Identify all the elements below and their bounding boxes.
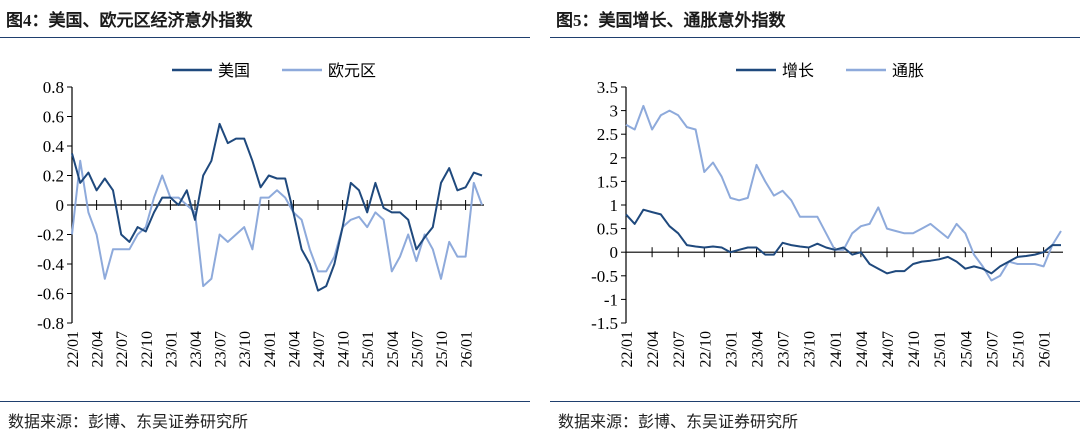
x-tick-label: 23/04 bbox=[188, 331, 205, 367]
x-tick-label: 23/10 bbox=[802, 331, 819, 367]
y-tick-label: 2.5 bbox=[597, 125, 618, 144]
legend-label: 通胀 bbox=[892, 62, 924, 80]
y-tick-label: -1 bbox=[604, 290, 618, 309]
title-rule bbox=[550, 37, 1080, 38]
x-tick-label: 25/10 bbox=[1011, 331, 1028, 367]
x-tick-label: 25/04 bbox=[385, 331, 402, 367]
y-tick-label: 3.5 bbox=[597, 78, 618, 97]
x-tick-label: 25/07 bbox=[409, 331, 426, 367]
x-tick-label: 23/01 bbox=[163, 331, 180, 367]
x-tick-label: 26/01 bbox=[459, 331, 476, 367]
x-tick-label: 25/10 bbox=[434, 331, 451, 367]
x-tick-label: 24/10 bbox=[906, 331, 923, 367]
series-line-0 bbox=[625, 208, 1061, 275]
x-tick-label: 24/07 bbox=[311, 331, 328, 367]
series-line-1 bbox=[71, 159, 483, 288]
y-tick-label: 0.5 bbox=[597, 220, 618, 239]
x-tick-label: 24/04 bbox=[854, 331, 871, 367]
x-tick-label: 23/04 bbox=[750, 331, 767, 367]
chart-panel-us-euro: 图4：美国、欧元区经济意外指数 -0.8 -0.6 -0.4 -0.2 0 0.2 0.4 0… bbox=[0, 0, 530, 438]
y-tick-label: -0.4 bbox=[37, 255, 64, 274]
chart-title: 图4：美国、欧元区经济意外指数 bbox=[6, 11, 253, 30]
series-line-1 bbox=[625, 104, 1062, 282]
y-tick-label: 1 bbox=[610, 196, 619, 215]
y-tick-label: 0 bbox=[610, 243, 619, 262]
chart-svg: -0.8 -0.6 -0.4 -0.2 0 0.2 0.4 0.6 0.8 22/01 22/04 2… bbox=[37, 62, 484, 367]
y-tick-label: -0.2 bbox=[37, 226, 64, 245]
x-tick-label: 22/10 bbox=[697, 331, 714, 367]
series-line-0 bbox=[71, 122, 483, 292]
y-tick-label: 0.4 bbox=[43, 137, 65, 156]
x-tick-label: 25/07 bbox=[984, 331, 1001, 367]
x-tick-label: 24/01 bbox=[828, 331, 845, 367]
y-tick-label: 1.5 bbox=[597, 172, 618, 191]
x-tick-label: 24/07 bbox=[880, 331, 897, 367]
x-tick-label: 24/04 bbox=[286, 331, 303, 367]
x-tick-label: 22/01 bbox=[65, 331, 82, 367]
source-note: 数据来源：彭博、东吴证券研究所 bbox=[8, 414, 249, 431]
source-rule bbox=[550, 401, 1080, 402]
x-tick-label: 22/01 bbox=[619, 331, 636, 367]
x-tick-label: 23/07 bbox=[776, 331, 793, 367]
y-tick-label: 0 bbox=[56, 196, 65, 215]
y-tick-label: -0.8 bbox=[37, 314, 64, 333]
x-tick-label: 22/04 bbox=[645, 331, 662, 367]
x-tick-label: 23/07 bbox=[213, 331, 230, 367]
x-tick-label: 25/04 bbox=[958, 331, 975, 367]
y-tick-label: -1.5 bbox=[591, 314, 618, 333]
chart-panel-growth-inflation: 图5：美国增长、通胀意外指数 -1.5 -1 -0.5 0 0.5 1 1.5 2 2.5 3 3.… bbox=[550, 0, 1080, 438]
chart-svg: -1.5 -1 -0.5 0 0.5 1 1.5 2 2.5 3 3.5 22/01 22/04 22/0… bbox=[591, 62, 1063, 367]
y-tick-label: 0.8 bbox=[43, 78, 64, 97]
y-tick-label: 0.6 bbox=[43, 108, 64, 127]
x-tick-label: 23/01 bbox=[723, 331, 740, 367]
title-rule bbox=[0, 37, 530, 38]
y-tick-label: 3 bbox=[610, 102, 619, 121]
x-tick-label: 25/01 bbox=[360, 331, 377, 367]
x-tick-label: 24/01 bbox=[262, 331, 279, 367]
x-tick-label: 26/01 bbox=[1037, 331, 1054, 367]
y-tick-label: 2 bbox=[610, 149, 619, 168]
source-rule bbox=[0, 401, 530, 402]
legend-label: 欧元区 bbox=[328, 62, 376, 80]
x-tick-label: 22/04 bbox=[90, 331, 107, 367]
legend-label: 增长 bbox=[782, 62, 814, 80]
x-tick-label: 22/07 bbox=[671, 331, 688, 367]
chart-title: 图5：美国增长、通胀意外指数 bbox=[556, 11, 786, 30]
x-tick-label: 24/10 bbox=[336, 331, 353, 367]
y-tick-label: 0.2 bbox=[43, 167, 64, 186]
x-tick-label: 22/07 bbox=[114, 331, 131, 367]
y-tick-label: -0.6 bbox=[37, 285, 64, 304]
y-tick-label: -0.5 bbox=[591, 267, 618, 286]
source-note: 数据来源：彭博、东吴证券研究所 bbox=[558, 414, 799, 431]
legend-label: 美国 bbox=[218, 62, 250, 80]
x-tick-label: 23/10 bbox=[237, 331, 254, 367]
x-tick-label: 22/10 bbox=[139, 331, 156, 367]
x-tick-label: 25/01 bbox=[932, 331, 949, 367]
